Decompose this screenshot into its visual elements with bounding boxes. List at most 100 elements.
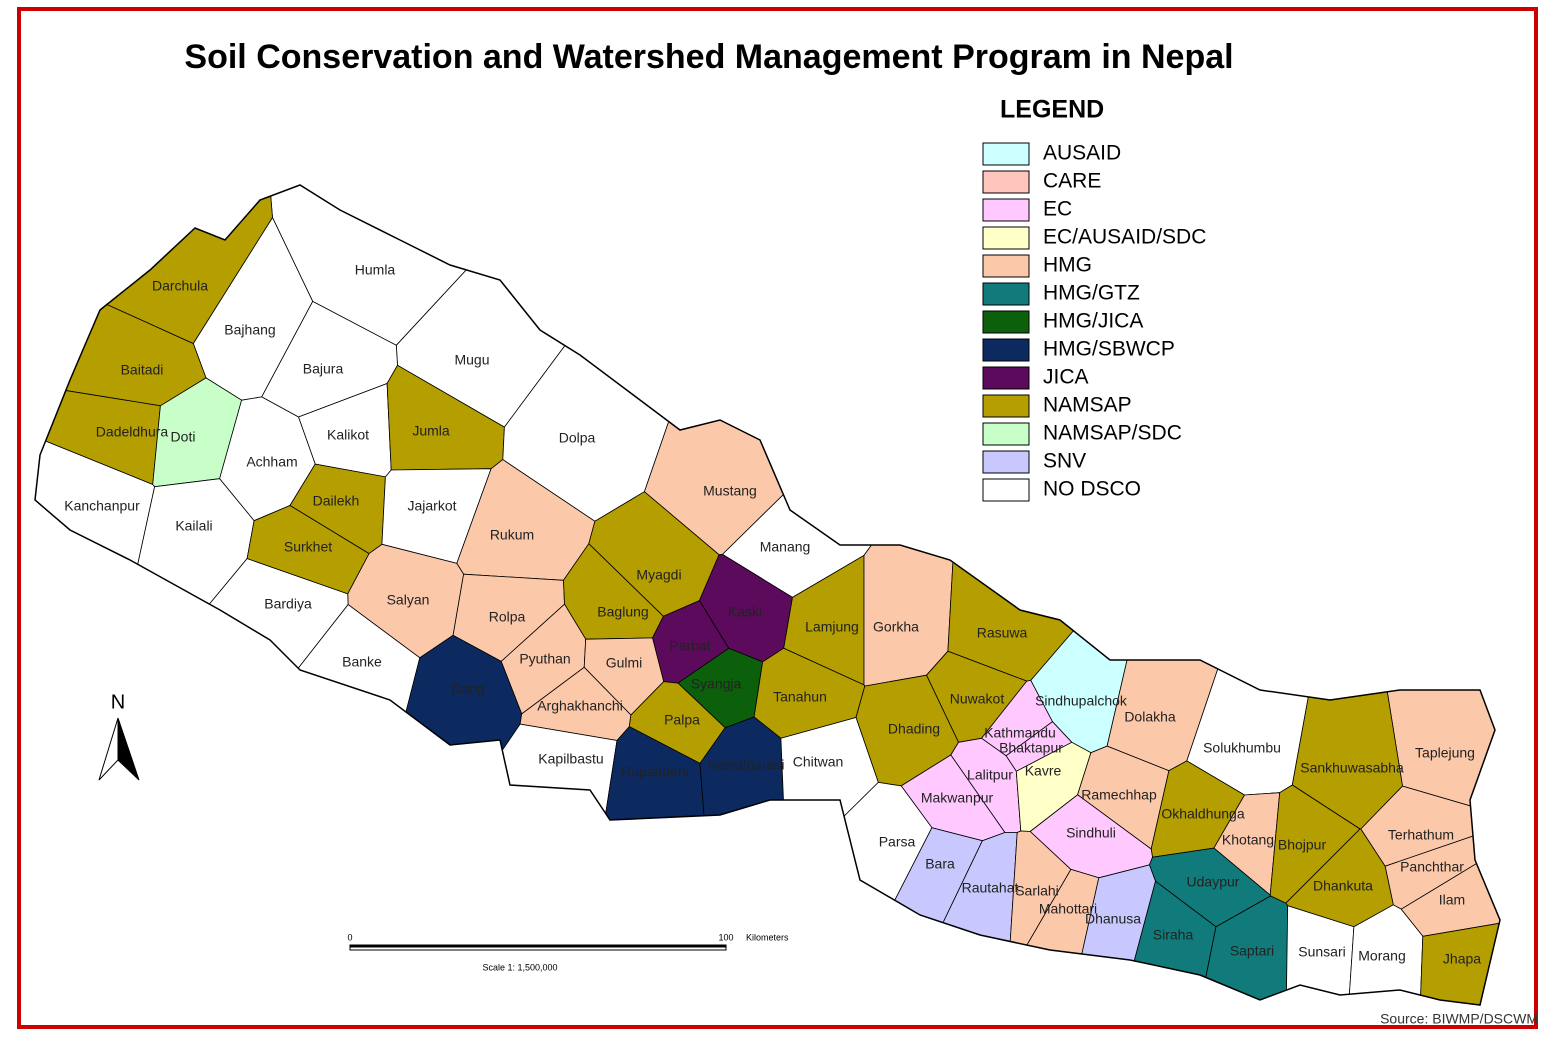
district-label: Pyuthan <box>519 651 570 667</box>
district-label: Rautahat <box>962 880 1019 896</box>
scale-unit: Kilometers <box>746 932 789 942</box>
district-label: Parbat <box>669 638 710 654</box>
district-label: Lamjung <box>805 619 859 635</box>
legend-swatch <box>982 142 1030 166</box>
north-label: N <box>111 691 125 713</box>
scale-bar-fill <box>350 945 726 948</box>
district-label: Terhathum <box>1388 827 1454 843</box>
legend-label: SNV <box>1043 450 1086 473</box>
district-label: Dadeldhura <box>96 424 169 440</box>
district-label: Saptari <box>1230 943 1274 959</box>
district-label: Bara <box>925 856 955 872</box>
district-label: Bajhang <box>224 322 275 338</box>
legend-label: HMG/GTZ <box>1043 282 1140 305</box>
source: Source: BIWMP/DSCWM <box>1380 1011 1538 1027</box>
legend-label: CARE <box>1043 170 1101 193</box>
legend-label: NAMSAP/SDC <box>1043 422 1182 445</box>
district-label: Jhapa <box>1443 951 1481 967</box>
legend-swatch <box>982 366 1030 390</box>
district-label: Jumla <box>412 423 450 439</box>
district-label: Manang <box>760 539 811 555</box>
district-label: Sarlahi <box>1015 883 1059 899</box>
district-label: Kalikot <box>327 427 369 443</box>
district <box>1418 914 1500 1005</box>
legend-swatch <box>982 282 1030 306</box>
arrow-right <box>117 717 140 781</box>
district-label: Udaypur <box>1187 874 1240 890</box>
district-label: Ilam <box>1439 892 1465 908</box>
district-label: Kavre <box>1025 763 1062 779</box>
legend-label: EC/AUSAID/SDC <box>1043 226 1206 249</box>
legend-swatch <box>982 198 1030 222</box>
district-label: Kailali <box>175 518 212 534</box>
district-label: Sankhuwasabha <box>1300 760 1404 776</box>
scale-bar: 0 100 Kilometers Scale 1: 1,500,000 <box>347 932 789 972</box>
district-label: Panchthar <box>1400 859 1464 875</box>
district-label: Mahottari <box>1039 901 1097 917</box>
scale-start: 0 <box>347 932 352 942</box>
district-label: Rasuwa <box>977 625 1028 641</box>
legend: AUSAID CARE EC EC/AUSAID/SDC HMG HMG/GTZ HMG/J… <box>982 142 1206 502</box>
district-label: Dhanusa <box>1085 911 1141 927</box>
country-outline <box>34 184 1501 1006</box>
district-label: Humla <box>355 262 396 278</box>
district-label: Bajura <box>303 361 344 377</box>
legend-label: AUSAID <box>1043 142 1121 165</box>
district-label: Rupandehi <box>621 764 689 780</box>
legend-swatch <box>982 170 1030 194</box>
district-label: Solukhumbu <box>1203 740 1281 756</box>
district-label: Siraha <box>1153 927 1194 943</box>
district-label: Lalitpur <box>967 767 1013 783</box>
legend-label: JICA <box>1043 366 1089 389</box>
district-label: Sindhuli <box>1066 825 1116 841</box>
legend-label: HMG/JICA <box>1043 310 1143 333</box>
district-label: Chitwan <box>793 754 844 770</box>
district-label: Sindhupalchok <box>1035 693 1128 709</box>
district-label: Salyan <box>387 592 430 608</box>
legend-label: NAMSAP <box>1043 394 1132 417</box>
district-label: Bardiya <box>264 596 312 612</box>
legend-label: NO DSCO <box>1043 478 1141 501</box>
district-label: Dang <box>451 681 484 697</box>
district-label: Doti <box>171 429 196 445</box>
district-label: Palpa <box>664 712 700 728</box>
legend-swatch <box>982 394 1030 418</box>
legend-title: LEGEND <box>1000 96 1104 124</box>
district-label: Arghakhanchi <box>537 698 623 714</box>
district-label: Tanahun <box>773 689 827 705</box>
district-label: Okhaldhunga <box>1161 806 1245 822</box>
district-label: Syangja <box>691 676 742 692</box>
legend-swatch <box>982 310 1030 334</box>
district-label: Kanchanpur <box>64 498 140 514</box>
legend-label: HMG/SBWCP <box>1043 338 1175 361</box>
district-label: Rolpa <box>489 609 526 625</box>
district-label: Mugu <box>454 352 489 368</box>
map-title: Soil Conservation and Watershed Manageme… <box>184 38 1233 76</box>
district-label: Rukum <box>490 527 534 543</box>
legend-label: HMG <box>1043 254 1092 277</box>
district-label: Jajarkot <box>407 498 456 514</box>
legend-swatch <box>982 450 1030 474</box>
legend-swatch <box>982 338 1030 362</box>
district-label: Kathmandu <box>984 725 1056 741</box>
district-label: Dolakha <box>1124 709 1176 725</box>
legend-swatch <box>982 422 1030 446</box>
district-label: Ramechhap <box>1081 787 1157 803</box>
legend-swatch <box>982 226 1030 250</box>
district-label: Baitadi <box>121 362 164 378</box>
district-label: Makwanpur <box>921 790 994 806</box>
district-label: Baglung <box>597 604 648 620</box>
district-label: Dhading <box>888 721 940 737</box>
district-label: Dailekh <box>313 493 360 509</box>
district-label: Myagdi <box>636 567 681 583</box>
scale-ratio: Scale 1: 1,500,000 <box>482 962 557 972</box>
district-label: Khotang <box>1222 832 1274 848</box>
district-label: Gorkha <box>873 619 919 635</box>
district-label: Kapilbastu <box>538 751 603 767</box>
scale-end: 100 <box>718 932 733 942</box>
district-label: Gulmi <box>606 655 643 671</box>
district-label: Nuwakot <box>950 691 1005 707</box>
district-label: Darchula <box>152 278 208 294</box>
